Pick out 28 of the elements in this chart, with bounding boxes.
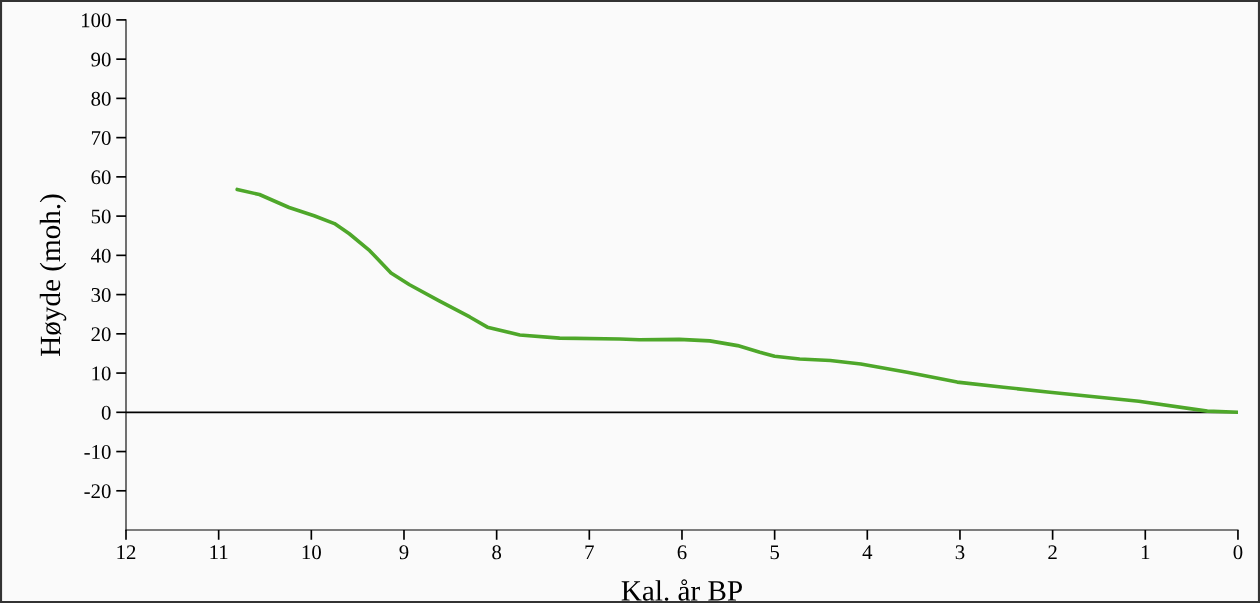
x-tick-label: 3 xyxy=(955,545,965,560)
x-tick-label: 1 xyxy=(1141,545,1150,560)
x-tick-label: 5 xyxy=(770,545,780,560)
y-axis-title: Høyde (moh.) xyxy=(39,194,67,356)
x-tick-label: 8 xyxy=(492,545,502,560)
y-tick-label: 10 xyxy=(92,366,111,381)
x-tick-label: 2 xyxy=(1048,545,1057,560)
x-tick-label: 11 xyxy=(210,545,228,560)
x-tick-label: 6 xyxy=(677,545,687,560)
y-tick-label: 0 xyxy=(101,405,111,420)
x-tick-label: 0 xyxy=(1233,545,1243,560)
y-tick-label: 90 xyxy=(91,52,111,67)
y-tick-label: 20 xyxy=(91,327,111,342)
y-tick-label: -10 xyxy=(84,444,111,459)
y-tick-label: 70 xyxy=(91,131,111,146)
x-tick-label: 9 xyxy=(399,545,409,560)
y-tick-label: 40 xyxy=(90,248,111,263)
x-tick-label: 4 xyxy=(862,545,873,560)
y-tick-label: 80 xyxy=(91,91,111,106)
y-tick-label: 30 xyxy=(91,287,111,303)
y-tick-label: -20 xyxy=(84,484,111,499)
y-tick-label: 50 xyxy=(91,209,111,224)
x-tick-label: 12 xyxy=(117,545,136,560)
y-tick-label: 60 xyxy=(91,170,111,185)
x-tick-label: 7 xyxy=(585,545,594,560)
x-axis-title: Kal. år BP xyxy=(621,579,742,601)
y-tick-label: 100 xyxy=(82,13,111,28)
x-tick-label: 10 xyxy=(302,545,321,560)
